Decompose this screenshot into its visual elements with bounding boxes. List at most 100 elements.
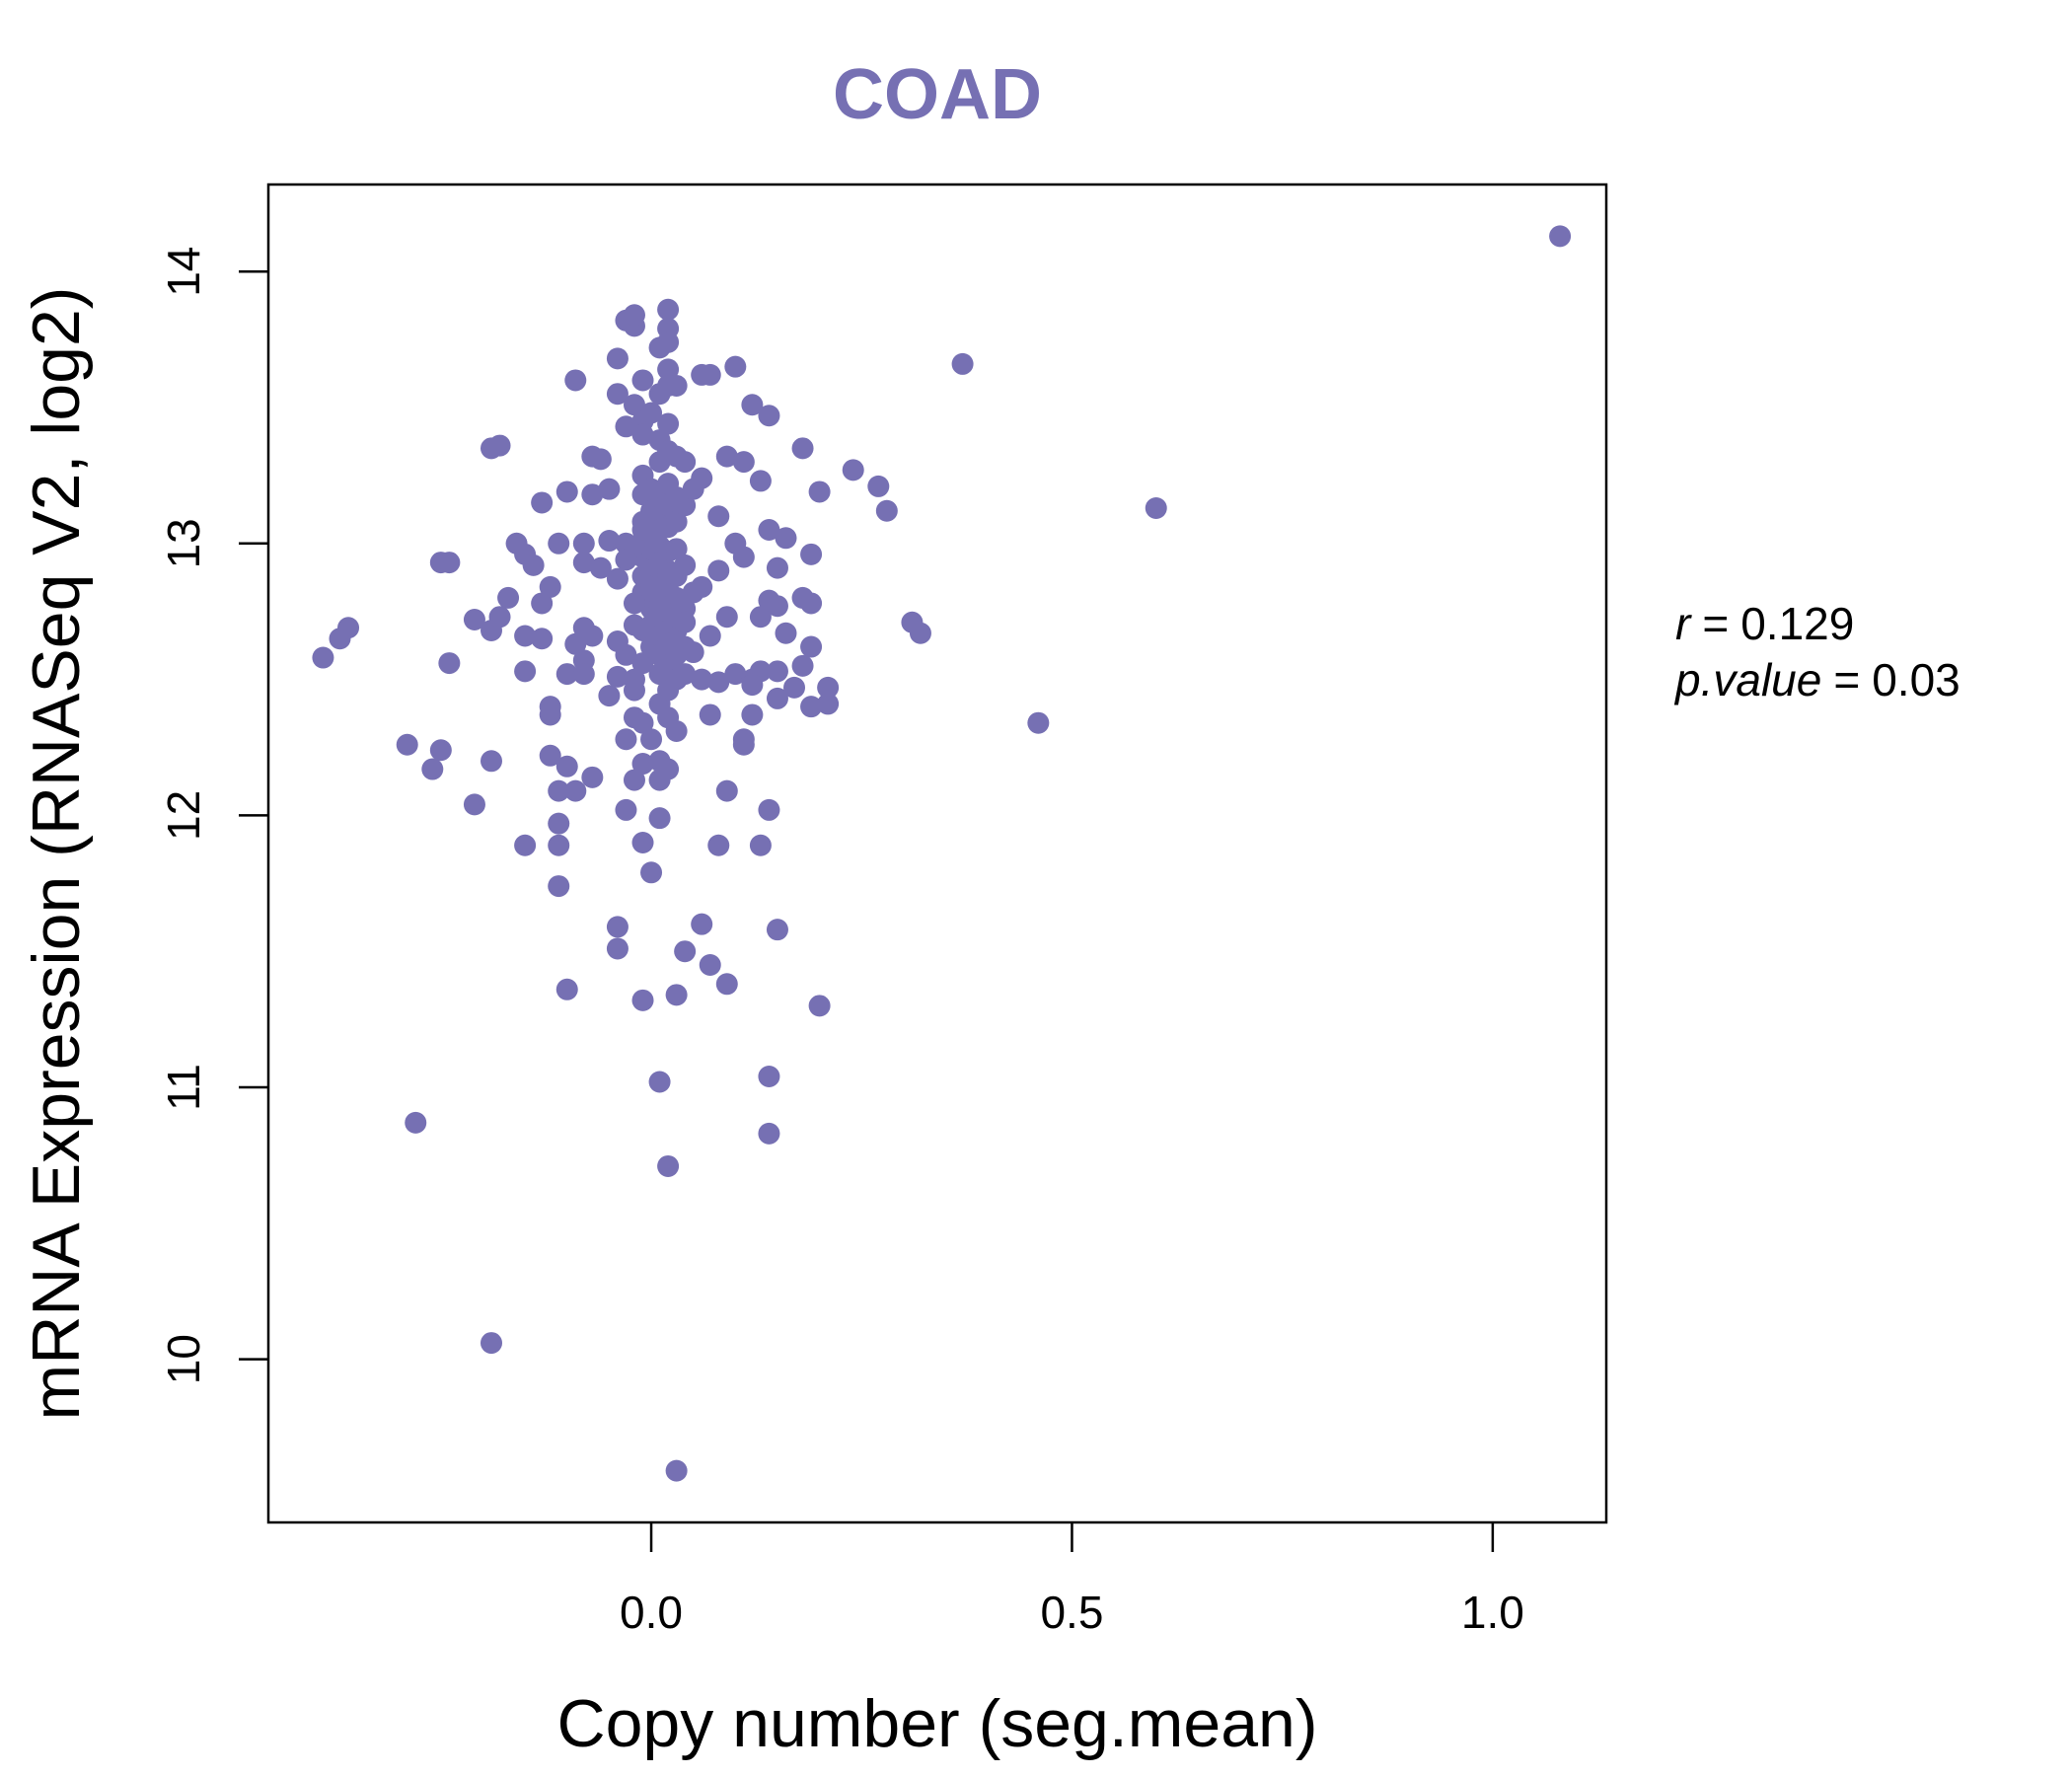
data-point [555, 663, 578, 686]
data-point [699, 703, 721, 726]
y-tick-label: 11 [158, 1064, 209, 1111]
svg-text:p.value=0.03: p.value = 0.03 [1673, 654, 1961, 705]
data-point [640, 728, 663, 751]
data-point [817, 693, 840, 715]
data-point [791, 654, 814, 677]
data-point [312, 646, 334, 669]
data-point [808, 995, 831, 1017]
data-point [707, 671, 730, 694]
data-point [623, 304, 645, 327]
plot-frame [266, 183, 1608, 1524]
data-point [631, 831, 654, 853]
data-point [909, 622, 931, 644]
data-point [598, 530, 621, 553]
data-point [808, 481, 831, 503]
data-point [665, 719, 688, 742]
data-point [631, 753, 654, 776]
data-point [657, 562, 680, 585]
y-tick-label: 10 [158, 1334, 209, 1384]
data-point [581, 766, 604, 788]
svg-text:r=0.129: r = 0.129 [1675, 598, 1854, 649]
data-point [606, 916, 629, 938]
data-point [606, 383, 629, 406]
data-point [749, 834, 772, 856]
data-point [396, 733, 418, 756]
data-point [337, 617, 360, 639]
y-axis-label: mRNA Expression (RNASeq V2, log2) [19, 287, 94, 1421]
data-point [564, 632, 587, 655]
data-point [674, 940, 697, 963]
data-point [572, 532, 595, 555]
data-point [555, 755, 578, 777]
data-point [539, 575, 561, 598]
data-point [648, 1071, 671, 1093]
data-point [589, 556, 612, 579]
y-tick-label: 13 [158, 518, 209, 568]
data-point [707, 505, 730, 528]
data-point [657, 412, 680, 435]
data-point [514, 625, 537, 647]
data-points [312, 225, 1572, 1482]
y-tick-label: 14 [158, 247, 209, 297]
data-point [682, 641, 704, 664]
data-point [674, 611, 697, 633]
data-point [657, 358, 680, 381]
data-point [640, 478, 663, 500]
data-point [429, 739, 452, 762]
data-point [531, 592, 554, 615]
data-point [615, 415, 637, 438]
data-point [741, 394, 764, 416]
data-point [598, 685, 621, 707]
data-point [665, 538, 688, 560]
data-point [539, 703, 561, 726]
data-point [555, 978, 578, 1000]
data-point [514, 834, 537, 856]
x-tick-label: 0.5 [1040, 1587, 1103, 1638]
data-point [548, 875, 570, 898]
data-point [640, 402, 663, 424]
data-point [564, 369, 587, 392]
data-point [766, 595, 788, 618]
data-point [615, 549, 637, 571]
data-point [488, 434, 511, 457]
data-point [539, 744, 561, 767]
x-tick-label: 1.0 [1461, 1587, 1524, 1638]
data-point [657, 298, 680, 321]
data-point [766, 919, 788, 941]
data-point [665, 510, 688, 533]
data-point [606, 630, 629, 653]
chart-title: COAD [833, 55, 1042, 134]
data-point [715, 445, 738, 468]
data-point [631, 423, 654, 446]
data-point [800, 696, 823, 718]
data-point [657, 1154, 680, 1177]
data-point [715, 606, 738, 629]
data-point [631, 652, 654, 675]
data-point [421, 758, 444, 780]
data-point [766, 660, 788, 683]
data-point [623, 394, 645, 416]
data-point [732, 733, 755, 756]
data-point [875, 499, 898, 522]
data-point [623, 679, 645, 702]
r-label: r [1675, 598, 1692, 649]
data-point [631, 989, 654, 1011]
x-axis-label: Copy number (seg.mean) [556, 1686, 1317, 1761]
data-point [691, 668, 713, 691]
data-point [648, 595, 671, 618]
data-point [732, 546, 755, 568]
y-tick-label: 12 [158, 790, 209, 841]
data-point [640, 575, 663, 598]
data-point [817, 676, 840, 699]
data-point [758, 798, 780, 821]
data-point [1549, 225, 1572, 248]
data-point [657, 331, 680, 353]
data-point [1145, 496, 1167, 519]
data-point [531, 491, 554, 514]
data-point [715, 779, 738, 802]
data-point [623, 769, 645, 791]
data-point [438, 652, 461, 675]
data-point [531, 628, 554, 650]
data-point [791, 437, 814, 460]
